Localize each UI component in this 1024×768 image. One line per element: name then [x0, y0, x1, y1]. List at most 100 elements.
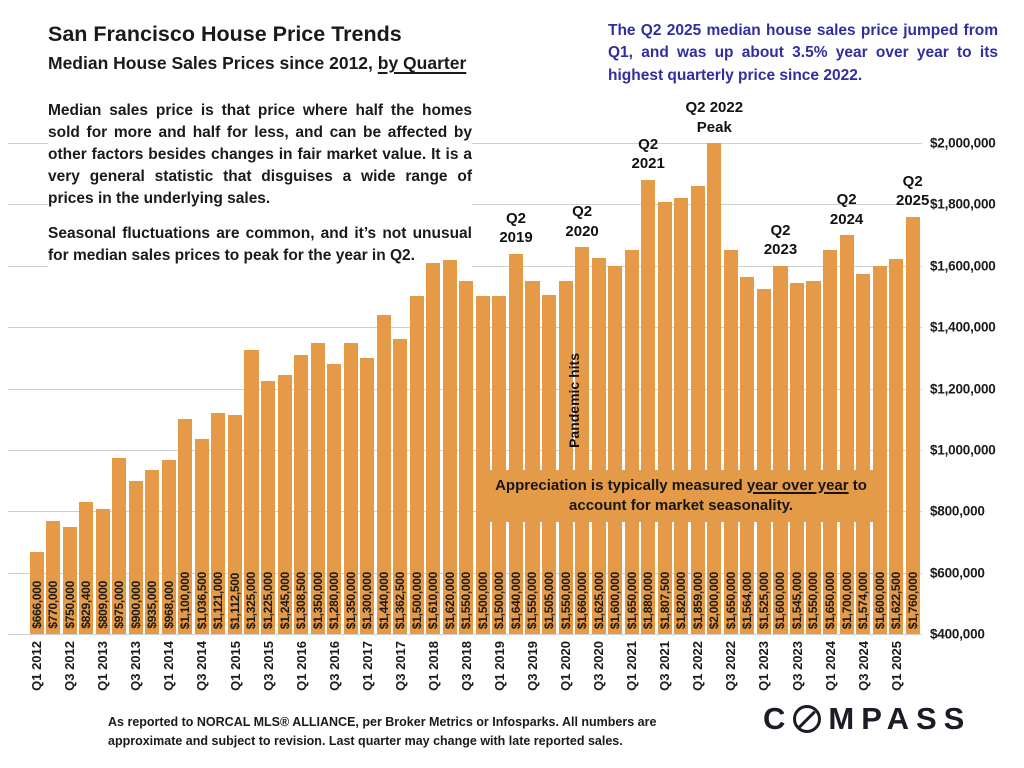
compass-logo: C MPASS [763, 701, 971, 737]
x-axis-tick-label: Q3 2023 [789, 641, 805, 691]
bar: $770,000 [46, 520, 61, 634]
bar: $1,280,000 [327, 363, 342, 634]
annotation: Q2 2021 [578, 135, 718, 174]
appreciation-note-box: Appreciation is typically measured year … [483, 470, 879, 522]
bar: $1,300,000 [360, 357, 375, 634]
bar: $1,505,000 [541, 294, 557, 634]
bar-value-label: $1,564,000 [740, 571, 755, 629]
bar-value-label: $1,280,000 [327, 571, 342, 629]
bar: $1,550,000 [558, 281, 573, 634]
x-axis-tick-label: Q3 2019 [525, 641, 540, 691]
x-axis-tick-label: Q3 2017 [392, 641, 408, 691]
bar-value-label: $1,500,000 [475, 571, 490, 629]
bar-value-label: $1,859,000 [690, 571, 705, 629]
x-axis-tick-label: Q3 2015 [260, 641, 276, 691]
bar-value-label: $1,525,000 [756, 571, 771, 629]
annotation-line: Q2 [505, 209, 526, 227]
subtitle-text: Median House Sales Prices since 2012, [48, 53, 378, 73]
bar-value-label: $1,650,000 [822, 571, 837, 629]
x-axis-tick-label: Q3 2021 [657, 641, 673, 691]
y-axis-tick-label: $1,400,000 [930, 319, 996, 335]
x-axis-tick-label: Q1 2017 [359, 641, 375, 691]
bar-value-label: $770,000 [46, 581, 61, 629]
bar-value-label: $2,000,000 [707, 571, 722, 629]
subtitle-underlined-text: by Quarter [377, 53, 467, 73]
bar: $900,000 [128, 480, 143, 634]
seasonality-paragraph: Seasonal fluctuations are common, and it… [48, 223, 472, 267]
bar-value-label: $1,600,000 [773, 572, 788, 630]
bar-value-label: $968,000 [161, 581, 176, 629]
x-axis-tick-label: Q1 2024 [822, 641, 838, 691]
bar: $1,550,000 [525, 281, 540, 634]
pandemic-annotation: Pandemic hits [566, 353, 583, 448]
x-axis-tick-label: Q1 2012 [29, 641, 45, 691]
compass-logo-prefix: C [763, 701, 793, 736]
x-axis-tick-label: Q1 2019 [491, 641, 507, 691]
bar: $1,622,500 [889, 258, 904, 634]
bar: $1,325,000 [244, 350, 259, 634]
annotation-line: 2020 [565, 222, 599, 240]
annotation-line: Q2 2022 [685, 99, 744, 116]
bar-value-label: $1,650,000 [624, 571, 639, 629]
bar-value-label: $1,245,000 [277, 571, 292, 629]
bar: $1,225,000 [260, 380, 276, 634]
bar-value-label: $1,121,000 [211, 571, 226, 629]
x-axis-tick-label: Q1 2020 [558, 641, 574, 691]
annotation-line: Q2 [770, 221, 791, 239]
bar: $1,574,000 [856, 273, 871, 634]
bar-value-label: $975,000 [112, 581, 127, 629]
bar-value-label: $1,640,000 [508, 571, 523, 629]
x-axis-tick-label: Q3 2014 [194, 641, 210, 691]
annotation-line: 2023 [763, 241, 798, 259]
bar: $1,545,000 [789, 282, 805, 634]
bar: $1,308,500 [294, 355, 309, 634]
annotation-line: Q2 [572, 203, 593, 221]
source-footnote: As reported to NORCAL MLS® ALLIANCE, per… [108, 715, 657, 748]
bar: $750,000 [62, 526, 77, 634]
bar-value-label: $1,700,000 [839, 571, 854, 629]
bar-value-label: $666,000 [29, 581, 44, 629]
annotation-line: Peak [696, 118, 732, 136]
y-axis-tick-label: $1,600,000 [930, 258, 996, 274]
annotation-line: 2025 [896, 192, 930, 210]
x-axis-tick-label: Q1 2025 [888, 641, 904, 691]
x-axis-tick-label: Q3 2022 [723, 641, 739, 691]
y-axis-tick-label: $800,000 [930, 503, 985, 519]
bar-value-label: $935,000 [145, 581, 160, 629]
bar: $1,362,500 [393, 338, 408, 634]
x-axis-tick-label: Q3 2018 [458, 641, 474, 691]
bar: $935,000 [145, 469, 160, 634]
annotation-line: Q2 [638, 135, 659, 153]
bar: $666,000 [29, 552, 44, 634]
bar: $1,500,000 [409, 296, 424, 634]
bar: $1,564,000 [740, 276, 755, 634]
x-axis-tick-label: Q1 2021 [624, 641, 640, 691]
appreciation-note-text: Appreciation is typically measured year … [489, 476, 873, 517]
x-axis-tick-label: Q1 2015 [227, 641, 243, 691]
bar-value-label: $900,000 [128, 581, 143, 629]
y-axis-tick-label: $400,000 [930, 626, 985, 642]
bar: $1,600,000 [773, 265, 788, 635]
bar: $1,610,000 [426, 262, 441, 634]
bar-value-label: $1,880,000 [641, 571, 656, 629]
bar-value-label: $1,550,000 [558, 571, 573, 629]
bar-value-label: $1,625,000 [591, 571, 606, 629]
bar: $1,525,000 [756, 288, 771, 634]
annotation-line: 2024 [829, 210, 864, 228]
bar-value-label: $1,350,000 [310, 571, 325, 629]
annotation: Q2 2025 [843, 172, 983, 211]
x-axis-tick-label: Q1 2014 [161, 641, 177, 691]
appreciation-note-suffix: to account for market seasonality. [569, 476, 867, 514]
page-subtitle: Median House Sales Prices since 2012, by… [48, 53, 467, 74]
x-axis-tick-label: Q1 2023 [756, 641, 772, 691]
bar: $1,600,000 [872, 265, 887, 635]
bar-value-label: $1,362,500 [393, 571, 408, 629]
bar: $1,700,000 [839, 235, 854, 634]
x-axis-tick-label: Q3 2016 [326, 641, 342, 691]
bar: $1,350,000 [310, 342, 325, 634]
bar-value-label: $1,574,000 [856, 571, 871, 629]
bar: $1,807,500 [657, 202, 672, 634]
bar: $1,550,000 [806, 281, 821, 634]
